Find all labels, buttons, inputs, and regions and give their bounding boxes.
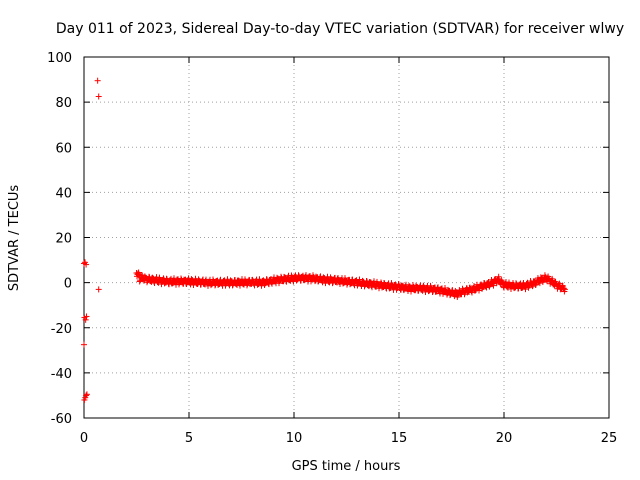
- y-tick-label: 0: [64, 277, 72, 292]
- trace-point: [560, 285, 567, 292]
- y-tick-label: -60: [51, 412, 72, 427]
- axis-ticks: 0 5 10 15 20 25 -60 -40 -20 0 20 40 60 80 100: [47, 51, 617, 446]
- plot-frame: [83, 56, 610, 419]
- x-axis-label: GPS time / hours: [292, 459, 401, 474]
- y-tick-label: 60: [55, 141, 72, 156]
- grid-lines: [84, 57, 609, 418]
- outlier-point: [83, 261, 90, 268]
- y-tick-label: -20: [51, 322, 72, 337]
- trace-point: [139, 272, 146, 279]
- trace-point: [136, 278, 143, 285]
- outlier-point: [95, 286, 102, 293]
- y-tick-label: -40: [51, 367, 72, 382]
- outlier-point: [81, 341, 87, 348]
- outlier-point: [95, 93, 102, 100]
- x-tick-label: 15: [391, 431, 408, 446]
- x-tick-label: 5: [185, 431, 193, 446]
- x-tick-label: 20: [496, 431, 513, 446]
- y-tick-label: 40: [55, 186, 72, 201]
- outlier-point: [82, 316, 89, 323]
- x-tick-label: 25: [601, 431, 618, 446]
- outlier-point: [83, 313, 90, 320]
- outlier-point: [83, 391, 90, 398]
- outlier-point: [94, 77, 101, 84]
- y-tick-label: 100: [47, 51, 72, 66]
- y-tick-label: 20: [55, 232, 72, 247]
- y-tick-label: 80: [55, 96, 72, 111]
- trace-point: [561, 286, 568, 293]
- trace-point: [138, 272, 145, 279]
- outlier-point: [83, 392, 90, 399]
- trace-point: [490, 282, 497, 289]
- trace-point: [135, 270, 142, 277]
- y-axis-label: SDTVAR / TECUs: [7, 185, 22, 292]
- x-tick-label: 10: [286, 431, 303, 446]
- chart-title: Day 011 of 2023, Sidereal Day-to-day VTE…: [56, 21, 624, 37]
- data-points: [81, 77, 568, 403]
- x-tick-label: 0: [80, 431, 88, 446]
